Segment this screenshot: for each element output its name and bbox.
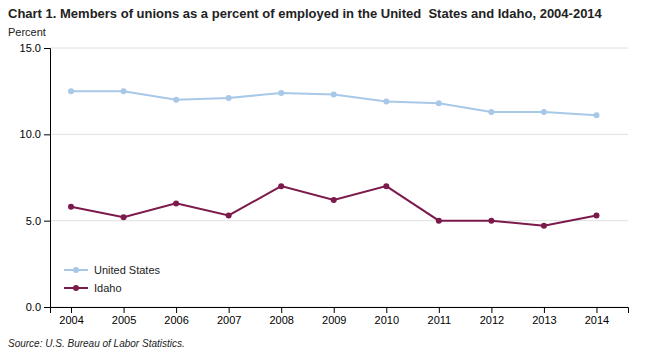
y-axis-title: Percent: [8, 26, 46, 38]
point: [436, 100, 442, 106]
x-tick: 2005: [112, 307, 136, 326]
x-tick: 2009: [322, 307, 346, 326]
point: [173, 97, 179, 103]
legend-label: United States: [94, 264, 161, 276]
x-tick-mark: [386, 307, 387, 313]
point: [541, 109, 547, 115]
source: Source: U.S. Bureau of Labor Statistics.: [8, 338, 185, 349]
point: [488, 218, 494, 224]
legend-item: Idaho: [64, 282, 122, 294]
plot: 2004 2005 2006 2007 2008 2009 2010 2011 2012 2013…: [20, 42, 629, 326]
grid: [50, 48, 628, 307]
series-line: [71, 186, 596, 226]
x-tick: 2013: [532, 307, 556, 326]
y-tick-mark: [44, 48, 50, 49]
y-tick: 5.0: [26, 215, 50, 227]
point: [383, 183, 389, 189]
point: [541, 223, 547, 229]
y-tick-mark: [44, 221, 50, 222]
legend-marker: [73, 285, 79, 291]
point: [436, 218, 442, 224]
point: [173, 200, 179, 206]
x-axis: 2004 2005 2006 2007 2008 2009 2010 2011 2012 2013…: [51, 307, 629, 326]
grid-line: [50, 220, 628, 221]
x-tick-label: 2004: [59, 314, 83, 326]
x-axis-line: [51, 308, 629, 314]
point: [68, 88, 74, 94]
x-tick: 2010: [375, 307, 399, 326]
x-tick-label: 2006: [164, 314, 188, 326]
legend-label: Idaho: [94, 282, 122, 294]
legend-item: United States: [64, 264, 161, 276]
y-tick-label: 5.0: [26, 215, 41, 227]
series-line: [71, 91, 596, 115]
grid-line: [50, 134, 628, 135]
y-tick: 10.0: [20, 128, 50, 140]
x-tick-label: 2010: [375, 314, 399, 326]
x-tick-mark: [596, 307, 597, 313]
title: Chart 1. Members of unions as a percent …: [8, 6, 603, 21]
point: [593, 212, 599, 218]
x-tick-label: 2005: [112, 314, 136, 326]
point: [68, 204, 74, 210]
marks: [68, 88, 599, 229]
x-tick-label: 2014: [585, 314, 609, 326]
y-axis-line: [44, 49, 51, 308]
x-tick-mark: [334, 307, 335, 313]
point: [488, 109, 494, 115]
x-tick-label: 2013: [532, 314, 556, 326]
y-tick-label: 0.0: [26, 301, 41, 313]
y-tick: 0.0: [26, 301, 50, 313]
legend-marker: [73, 267, 79, 273]
x-tick-mark: [229, 307, 230, 313]
point: [278, 183, 284, 189]
x-tick-mark: [124, 307, 125, 313]
x-tick: 2008: [269, 307, 293, 326]
grid-line: [50, 48, 628, 49]
x-tick-mark: [176, 307, 177, 313]
y-tick-mark: [44, 307, 50, 308]
point: [226, 212, 232, 218]
x-tick: 2007: [217, 307, 241, 326]
x-tick-mark: [439, 307, 440, 313]
y-tick-label: 15.0: [20, 42, 41, 54]
point: [121, 214, 127, 220]
x-tick: 2006: [164, 307, 188, 326]
x-tick-label: 2009: [322, 314, 346, 326]
chart: Chart 1. Members of unions as a percent …: [0, 0, 650, 353]
x-tick-label: 2011: [428, 314, 452, 326]
point: [226, 95, 232, 101]
x-tick: 2012: [480, 307, 504, 326]
y-tick-label: 10.0: [20, 128, 41, 140]
x-tick-mark: [281, 307, 282, 313]
x-tick-label: 2012: [480, 314, 504, 326]
x-tick-mark: [71, 307, 72, 313]
x-tick: 2011: [428, 307, 452, 326]
x-tick: 2004: [59, 307, 83, 326]
point: [593, 112, 599, 118]
x-tick-label: 2007: [217, 314, 241, 326]
point: [331, 197, 337, 203]
x-tick-mark: [491, 307, 492, 313]
point: [278, 90, 284, 96]
point: [331, 92, 337, 98]
point: [383, 99, 389, 105]
point: [121, 88, 127, 94]
legend: United States Idaho: [64, 264, 161, 294]
y-tick: 15.0: [20, 42, 50, 54]
y-axis: 0.0 5.0 10.0 15.0: [20, 42, 51, 313]
x-tick-mark: [544, 307, 545, 313]
y-tick-mark: [44, 134, 50, 135]
x-tick: 2014: [585, 307, 609, 326]
x-tick-label: 2008: [269, 314, 293, 326]
